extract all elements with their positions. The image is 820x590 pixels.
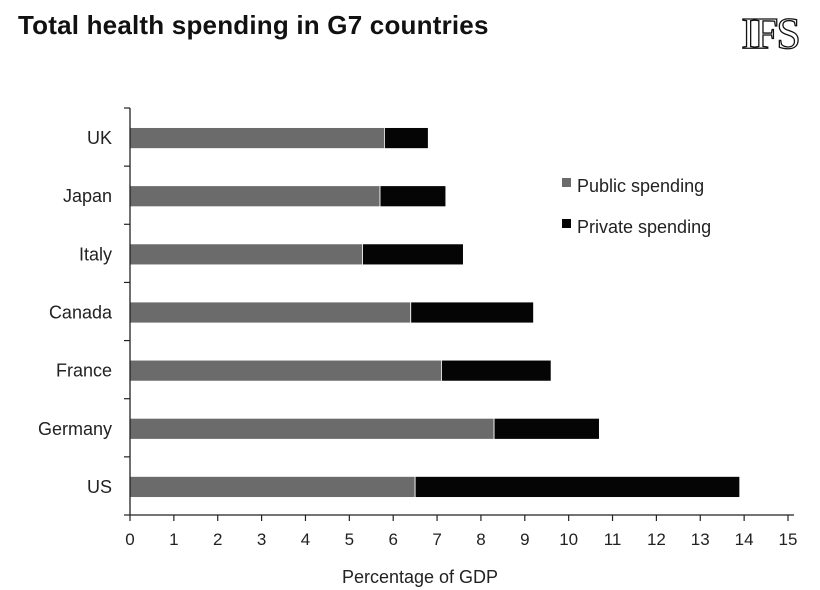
x-tick-label: 2 xyxy=(213,530,222,549)
x-tick-label: 12 xyxy=(647,530,666,549)
x-axis-title: Percentage of GDP xyxy=(342,567,498,587)
x-tick-label: 5 xyxy=(345,530,354,549)
x-tick-label: 0 xyxy=(125,530,134,549)
legend-label-public: Public spending xyxy=(577,176,704,196)
bar-france-public xyxy=(129,359,442,382)
legend-swatch-private xyxy=(562,219,571,228)
category-label-japan: Japan xyxy=(63,186,112,206)
x-tick-label: 14 xyxy=(735,530,754,549)
legend-label-private: Private spending xyxy=(577,217,711,237)
category-labels-group: UK Japan Italy Canada France Germany US xyxy=(38,128,113,497)
bar-italy-private xyxy=(362,243,464,266)
bar-canada-public xyxy=(129,301,412,324)
bar-italy-public xyxy=(129,243,363,266)
bar-france-private xyxy=(441,359,552,382)
category-label-germany: Germany xyxy=(38,419,112,439)
x-tick-label: 9 xyxy=(520,530,529,549)
x-tick-label: 15 xyxy=(779,530,798,549)
bar-germany-public xyxy=(129,417,495,440)
bar-us-private xyxy=(414,476,741,498)
bar-uk-public xyxy=(129,127,385,149)
x-tick-labels-group: 0 1 2 3 4 5 6 7 8 9 10 11 12 13 14 15 xyxy=(125,530,797,549)
ifs-logo: IFS xyxy=(741,8,802,56)
bar-japan-private xyxy=(379,185,447,208)
category-label-france: France xyxy=(56,361,112,381)
x-tick-label: 7 xyxy=(432,530,441,549)
x-tick-label: 4 xyxy=(301,530,310,549)
legend-swatch-public xyxy=(562,178,571,187)
bar-japan-public xyxy=(129,185,381,208)
category-label-italy: Italy xyxy=(79,244,112,264)
x-tick-label: 1 xyxy=(169,530,178,549)
category-label-canada: Canada xyxy=(49,303,113,323)
bar-germany-private xyxy=(493,417,600,440)
bar-us-public xyxy=(129,476,416,498)
x-tick-label: 3 xyxy=(257,530,266,549)
x-tick-label: 10 xyxy=(559,530,578,549)
bar-uk-private xyxy=(384,127,429,149)
x-tick-label: 6 xyxy=(388,530,397,549)
x-tick-label: 8 xyxy=(476,530,485,549)
page-title: Total health spending in G7 countries xyxy=(18,10,489,40)
category-label-us: US xyxy=(87,477,112,497)
y-ticks-group xyxy=(124,107,130,516)
category-label-uk: UK xyxy=(87,128,112,148)
legend: Public spending Private spending xyxy=(562,176,711,237)
x-tick-label: 11 xyxy=(604,530,622,549)
x-tick-label: 13 xyxy=(691,530,710,549)
bar-canada-private xyxy=(410,301,534,324)
svg-text:IFS: IFS xyxy=(741,9,799,56)
x-ticks-group xyxy=(129,515,789,521)
